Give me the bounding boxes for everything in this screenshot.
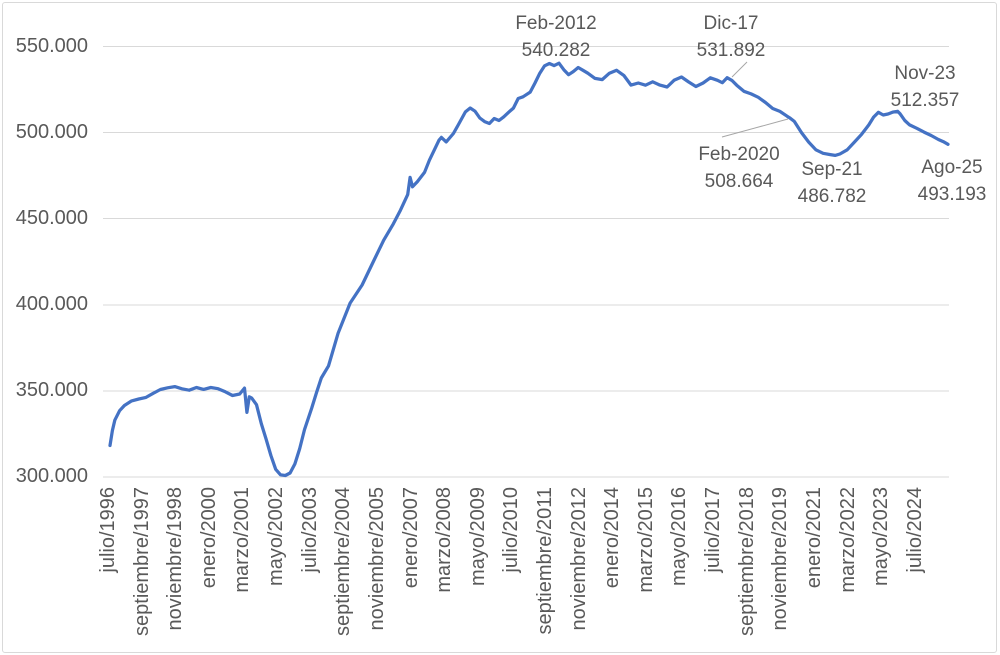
x-axis-tick-label: julio/2003 xyxy=(298,487,321,573)
x-axis-tick-label: noviembre/2005 xyxy=(365,487,388,631)
x-axis-tick-label: septiembre/2011 xyxy=(534,487,556,635)
y-axis-tick-label: 550.000 xyxy=(15,34,88,57)
annotation-label: Sep-21 xyxy=(801,159,863,180)
annotation-value: 531.892 xyxy=(696,40,766,61)
annotation-sep-21: Sep-21 486.782 xyxy=(798,156,867,210)
x-axis-tick-label: septiembre/2004 xyxy=(332,487,355,636)
annotation-value: 512.357 xyxy=(890,90,960,111)
annotation-leader-lines xyxy=(721,61,789,138)
annotation-value: 493.193 xyxy=(917,184,987,205)
y-axis-tick-label: 350.000 xyxy=(15,378,88,401)
data-series-line xyxy=(108,61,950,478)
x-axis-tick-label: noviembre/2012 xyxy=(567,487,590,631)
gridlines xyxy=(103,46,949,478)
x-axis-tick-label: noviembre/2019 xyxy=(769,487,792,631)
annotation-label: Ago-25 xyxy=(921,157,983,178)
annotation-value: 486.782 xyxy=(797,186,867,207)
annotation-leader-line xyxy=(721,118,789,138)
x-axis-tick-label: julio/2017 xyxy=(702,487,725,573)
x-axis-tick-label: septiembre/2018 xyxy=(735,487,758,636)
annotation-leader-line xyxy=(731,61,748,78)
y-axis-tick-label: 400.000 xyxy=(15,292,88,315)
annotation-feb-2012: Feb-2012 540.282 xyxy=(515,10,596,64)
x-axis-tick-label: enero/2007 xyxy=(399,487,422,589)
x-axis-tick-label: mayo/2016 xyxy=(668,487,691,586)
x-axis-tick-label: marzo/2001 xyxy=(231,487,254,593)
y-axis-tick-label: 450.000 xyxy=(15,206,88,229)
annotation-feb-2020: Feb-2020 508.664 xyxy=(698,141,779,195)
x-axis-tick-label: mayo/2002 xyxy=(265,487,288,586)
x-axis-tick-label: marzo/2008 xyxy=(433,487,456,593)
x-axis-tick-label: marzo/2015 xyxy=(634,487,657,593)
annotation-label: Feb-2012 xyxy=(515,13,597,34)
annotation-value: 540.282 xyxy=(521,40,591,61)
y-axis-tick-label: 300.000 xyxy=(15,465,88,488)
annotation-label: Dic-17 xyxy=(703,13,759,34)
annotation-label: Nov-23 xyxy=(894,63,956,84)
annotation-value: 508.664 xyxy=(704,171,774,192)
x-axis-tick-label: marzo/2022 xyxy=(836,487,859,593)
x-axis-tick-label: julio/1996 xyxy=(97,487,119,573)
annotation-label: Feb-2020 xyxy=(698,144,780,165)
x-axis-tick-label: mayo/2023 xyxy=(870,487,893,586)
annotation-ago-25: Ago-25 493.193 xyxy=(918,154,987,208)
x-axis-tick-label: septiembre/1997 xyxy=(130,487,153,636)
x-axis-tick-label: enero/2000 xyxy=(197,487,220,589)
y-axis-tick-label: 500.000 xyxy=(15,120,88,143)
annotation-nov-23: Nov-23 512.357 xyxy=(891,60,960,114)
x-axis-tick-label: julio/2024 xyxy=(903,487,926,573)
x-axis-tick-label: mayo/2009 xyxy=(466,487,489,586)
x-axis-tick-label: noviembre/1998 xyxy=(164,487,187,631)
annotation-dic-17: Dic-17 531.892 xyxy=(697,10,766,64)
x-axis-tick-label: enero/2014 xyxy=(601,487,624,589)
x-axis-tick-label: enero/2021 xyxy=(802,487,825,589)
x-axis-tick-label: julio/2010 xyxy=(500,487,523,573)
